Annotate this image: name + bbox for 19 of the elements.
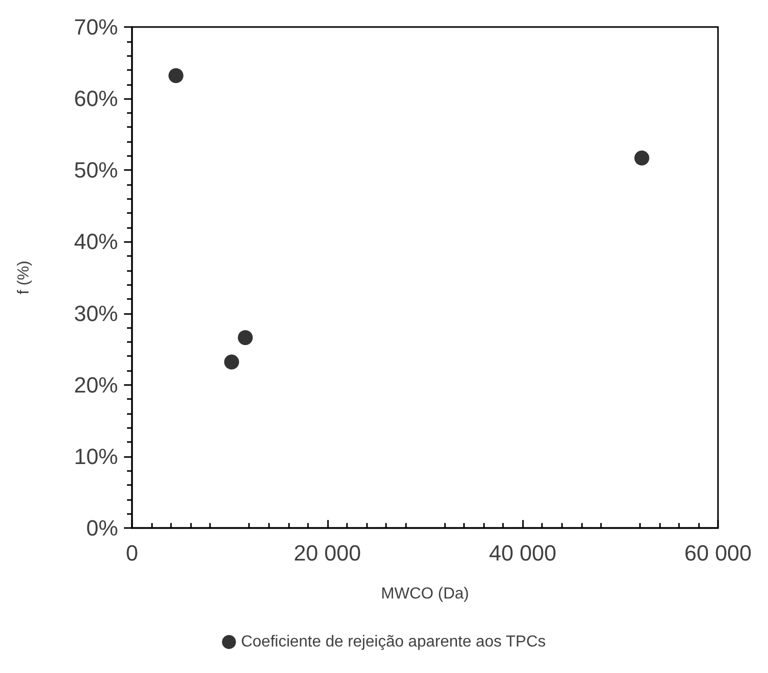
y-tick-label: 10% — [74, 444, 118, 469]
x-tick-label: 60 000 — [684, 540, 752, 566]
y-tick-label: 40% — [74, 229, 118, 254]
y-tick-label: 50% — [74, 158, 118, 183]
x-tick-label: 40 000 — [489, 540, 556, 566]
x-axis-title: MWCO (Da) — [381, 586, 469, 602]
x-tick-label: 0 — [126, 540, 138, 566]
y-tick-label: 0% — [86, 516, 118, 540]
point — [224, 354, 240, 370]
y-tick-label: 70% — [74, 14, 118, 40]
y-tick-label: 20% — [74, 372, 118, 398]
y-axis-title: f (%) — [16, 260, 32, 294]
y-tick-label: 30% — [74, 300, 118, 326]
x-tick-label: 20 000 — [294, 540, 361, 566]
y-tick-label: 60% — [74, 86, 118, 112]
point — [238, 330, 253, 346]
point — [634, 150, 650, 166]
legend-label: Coeficiente de rejeição aparente aos TPCs — [240, 634, 546, 650]
point — [168, 68, 184, 84]
